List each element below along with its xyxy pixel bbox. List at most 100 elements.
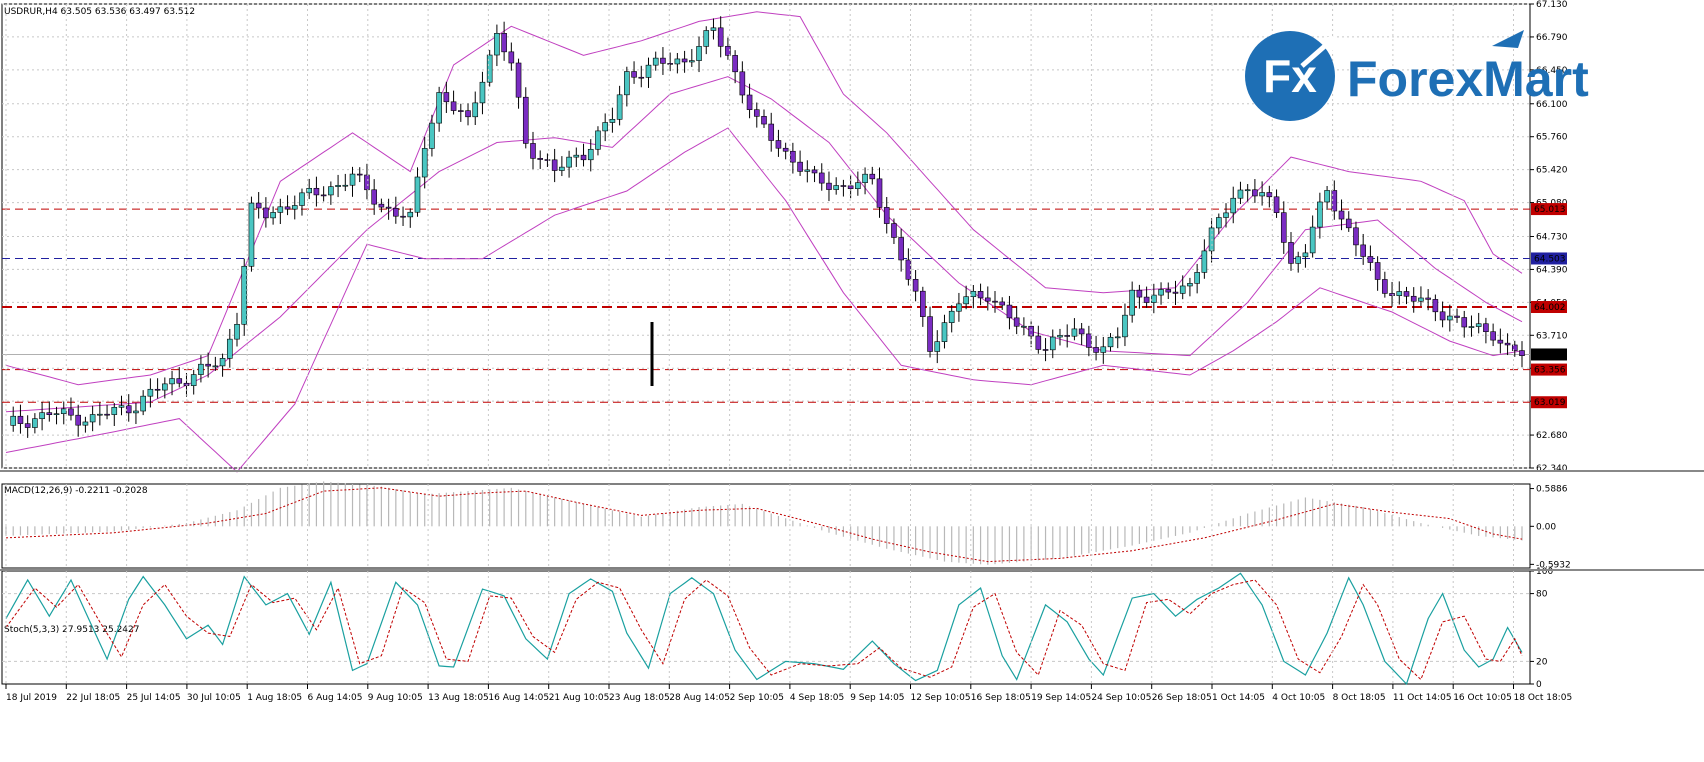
candle-bear [17, 415, 24, 424]
candle-bull [1302, 252, 1309, 258]
candle-bear [537, 158, 544, 160]
candle-bull [595, 130, 601, 150]
candle-bear [826, 182, 832, 190]
panel-frame [1, 570, 1531, 685]
candle [580, 143, 587, 167]
candle [631, 61, 637, 84]
candle-bear [75, 414, 81, 426]
candle-bull [10, 415, 17, 426]
candle-bear [667, 63, 673, 65]
candle-bear [378, 203, 385, 208]
candle [725, 37, 731, 60]
candle-bull [963, 296, 969, 305]
candle [948, 305, 955, 333]
candle-bull [674, 58, 681, 65]
candle [226, 328, 233, 368]
candle [1483, 317, 1489, 344]
candle [328, 181, 334, 205]
candle [616, 85, 623, 126]
candle [443, 81, 450, 113]
level-label: 63.019 [1534, 398, 1566, 408]
candle-bull [710, 27, 717, 31]
x-tick-label: 30 Jul 10:05 [187, 693, 241, 703]
candle [1309, 215, 1316, 258]
candle [356, 167, 363, 183]
candle [1454, 308, 1460, 323]
candle-bear [515, 62, 522, 98]
candle-bear [768, 123, 775, 141]
y-tick-label: 65.420 [1536, 166, 1568, 176]
macd-title: MACD(12,26,9) -0.2211 -0.2028 [4, 486, 148, 496]
candle [1006, 295, 1013, 330]
candle-bear [681, 58, 688, 63]
candle [133, 403, 139, 425]
candle [501, 21, 507, 61]
candle [291, 195, 298, 220]
candle [472, 91, 479, 125]
candle [1519, 341, 1525, 368]
candle-bull [609, 119, 616, 123]
level-label-bg [1531, 363, 1567, 376]
candle-bear [818, 172, 825, 184]
candle [1403, 286, 1410, 305]
candle-bear [313, 187, 320, 196]
candle [335, 174, 341, 198]
candle [1021, 317, 1027, 336]
candle-bear [1288, 242, 1294, 264]
stoch-main-line [5, 572, 1523, 686]
candle [17, 404, 24, 434]
x-tick-label: 23 Aug 18:05 [609, 693, 670, 703]
x-tick-label: 13 Aug 18:05 [428, 693, 489, 703]
candle [1273, 189, 1280, 218]
candle [840, 179, 847, 197]
candle [1360, 233, 1366, 265]
candle [522, 87, 529, 149]
candle [53, 406, 60, 425]
y-tick-label: 0 [1536, 680, 1542, 690]
candle-bull [1122, 314, 1128, 338]
candle [1259, 181, 1265, 206]
candle [1179, 275, 1186, 300]
candle [494, 24, 500, 67]
candle [530, 131, 536, 170]
candle-bull [436, 92, 442, 124]
candle-bear [739, 71, 746, 96]
candle-bull [1114, 336, 1121, 339]
candle [1266, 185, 1273, 208]
x-tick-label: 16 Oct 10:05 [1453, 693, 1512, 703]
candle-bear [68, 408, 74, 416]
candle-bear [1143, 296, 1150, 303]
y-tick-label: 64.730 [1536, 232, 1568, 242]
candle-bull [1158, 289, 1164, 296]
candle-bull [248, 202, 255, 267]
candle-bear [364, 174, 370, 191]
candle-bear [1461, 317, 1468, 328]
candle [465, 103, 471, 126]
candle-bear [1519, 350, 1525, 356]
candle-bear [1006, 304, 1013, 319]
candle [154, 378, 161, 399]
candle [1165, 282, 1172, 300]
candle-bull [82, 421, 89, 426]
candle [1172, 280, 1179, 305]
candle [1418, 286, 1424, 307]
candle-bull [956, 303, 962, 312]
candle-bull [1317, 201, 1323, 228]
candle-bear [1410, 295, 1417, 302]
candle-bull [140, 395, 146, 412]
candle-bear [725, 46, 731, 56]
candle [1086, 325, 1092, 357]
candle-bear [840, 185, 847, 187]
candle-bear [1511, 344, 1518, 351]
candle-bull [696, 46, 702, 61]
candle [205, 352, 211, 378]
macd-histogram [5, 481, 1523, 565]
candle [32, 413, 38, 434]
candle [1057, 328, 1063, 346]
candle-bull [97, 413, 103, 416]
stoch-title: Stoch(5,3,3) 27.9513 25.2427 [4, 625, 139, 635]
candle [393, 196, 399, 224]
candle-bull [602, 122, 608, 132]
candle [1035, 325, 1042, 354]
level-label: 64.002 [1534, 303, 1566, 313]
